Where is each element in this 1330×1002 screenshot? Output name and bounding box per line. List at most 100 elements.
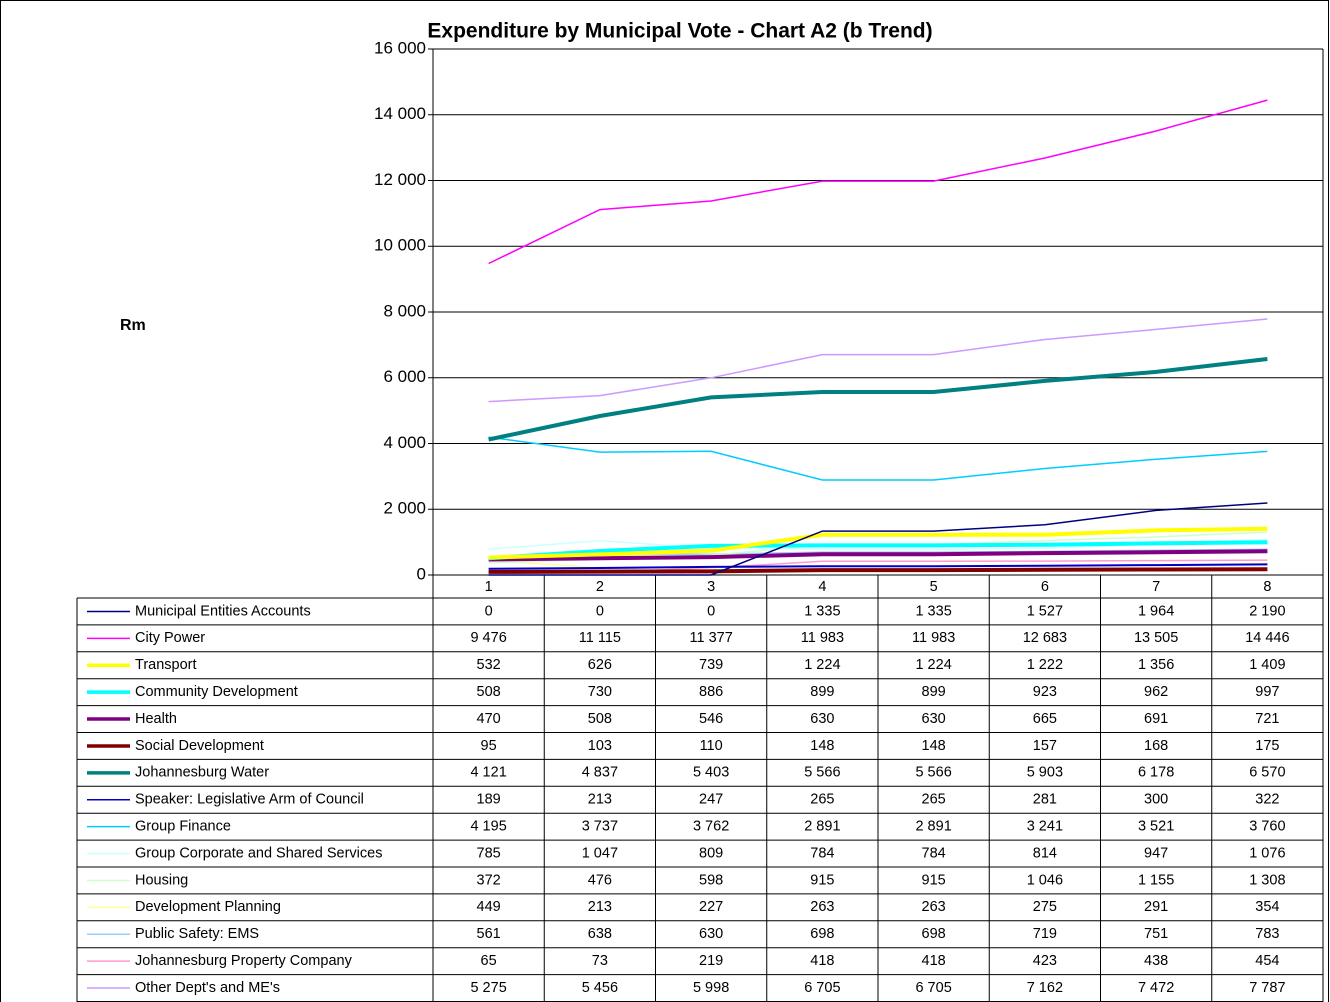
y-tick-label: 0 bbox=[417, 564, 426, 583]
table-value: 751 bbox=[1144, 926, 1168, 942]
table-value: 4 121 bbox=[470, 765, 506, 781]
legend-label: Group Corporate and Shared Services bbox=[135, 845, 382, 861]
table-value: 300 bbox=[1144, 792, 1168, 808]
table-value: 3 521 bbox=[1138, 818, 1174, 834]
table-value: 626 bbox=[588, 657, 612, 673]
table-value: 265 bbox=[922, 792, 946, 808]
table-value: 275 bbox=[1033, 899, 1057, 915]
table-value: 476 bbox=[588, 872, 612, 888]
table-value: 5 566 bbox=[915, 765, 951, 781]
table-value: 2 891 bbox=[915, 818, 951, 834]
table-value: 1 335 bbox=[804, 603, 840, 619]
table-value: 265 bbox=[810, 792, 834, 808]
y-tick-label: 6 000 bbox=[383, 367, 426, 386]
y-tick-label: 8 000 bbox=[383, 301, 426, 320]
table-value: 0 bbox=[485, 603, 493, 619]
table-value: 1 308 bbox=[1249, 872, 1285, 888]
table-value: 95 bbox=[481, 738, 497, 754]
table-value: 354 bbox=[1255, 899, 1279, 915]
table-value: 3 760 bbox=[1249, 818, 1285, 834]
table-value: 6 705 bbox=[915, 980, 951, 996]
series-line bbox=[488, 540, 1268, 561]
table-value: 12 683 bbox=[1023, 630, 1067, 646]
table-value: 698 bbox=[810, 926, 834, 942]
table-value: 219 bbox=[699, 953, 723, 969]
table-value: 0 bbox=[707, 603, 715, 619]
y-tick-label: 16 000 bbox=[374, 38, 426, 57]
table-value: 1 356 bbox=[1138, 657, 1174, 673]
table-value: 3 737 bbox=[582, 818, 618, 834]
series-line bbox=[488, 99, 1268, 265]
table-value: 1 224 bbox=[915, 657, 951, 673]
table-value: 281 bbox=[1033, 792, 1057, 808]
table-value: 73 bbox=[592, 953, 608, 969]
table-value: 630 bbox=[810, 711, 834, 727]
table-value: 508 bbox=[588, 711, 612, 727]
table-value: 719 bbox=[1033, 926, 1057, 942]
table-value: 11 377 bbox=[689, 630, 732, 646]
table-value: 899 bbox=[810, 684, 834, 700]
table-value: 665 bbox=[1033, 711, 1057, 727]
table-value: 13 505 bbox=[1134, 630, 1178, 646]
legend-label: Development Planning bbox=[135, 899, 281, 915]
x-tick-label: 6 bbox=[1041, 579, 1049, 595]
table-value: 0 bbox=[596, 603, 604, 619]
table-value: 691 bbox=[1144, 711, 1168, 727]
table-value: 899 bbox=[922, 684, 946, 700]
table-value: 915 bbox=[810, 872, 834, 888]
table-value: 11 983 bbox=[801, 630, 844, 646]
table-value: 698 bbox=[922, 926, 946, 942]
table-value: 14 446 bbox=[1245, 630, 1289, 646]
table-value: 1 155 bbox=[1138, 872, 1174, 888]
table-value: 730 bbox=[588, 684, 612, 700]
legend-label: Social Development bbox=[135, 738, 264, 754]
table-value: 1 527 bbox=[1027, 603, 1063, 619]
table-value: 1 335 bbox=[915, 603, 951, 619]
table-value: 213 bbox=[588, 792, 612, 808]
table-value: 213 bbox=[588, 899, 612, 915]
table-value: 189 bbox=[477, 792, 501, 808]
series-line bbox=[488, 318, 1268, 403]
table-value: 2 190 bbox=[1249, 603, 1285, 619]
table-value: 6 178 bbox=[1138, 765, 1174, 781]
table-value: 2 891 bbox=[804, 818, 840, 834]
y-tick-label: 10 000 bbox=[374, 236, 426, 255]
table-value: 247 bbox=[699, 792, 723, 808]
series-line bbox=[488, 357, 1268, 442]
legend-label: Speaker: Legislative Arm of Council bbox=[135, 792, 364, 808]
table-value: 784 bbox=[810, 845, 834, 861]
x-tick-label: 5 bbox=[930, 579, 938, 595]
table-value: 1 409 bbox=[1249, 657, 1285, 673]
table-value: 7 787 bbox=[1249, 980, 1285, 996]
legend-label: Health bbox=[135, 711, 177, 727]
table-value: 561 bbox=[477, 926, 501, 942]
table-value: 11 983 bbox=[912, 630, 955, 646]
table-value: 1 076 bbox=[1249, 845, 1285, 861]
y-tick-label: 14 000 bbox=[374, 104, 426, 123]
table-value: 947 bbox=[1144, 845, 1168, 861]
table-value: 110 bbox=[700, 738, 723, 754]
table-value: 1 224 bbox=[804, 657, 840, 673]
table-value: 168 bbox=[1144, 738, 1168, 754]
table-value: 915 bbox=[922, 872, 946, 888]
table-value: 291 bbox=[1144, 899, 1168, 915]
table-value: 438 bbox=[1144, 953, 1168, 969]
legend-label: City Power bbox=[135, 630, 205, 646]
table-value: 739 bbox=[699, 657, 723, 673]
table-value: 532 bbox=[477, 657, 501, 673]
table-value: 11 115 bbox=[579, 630, 621, 646]
table-value: 997 bbox=[1255, 684, 1279, 700]
x-tick-label: 4 bbox=[818, 579, 826, 595]
table-value: 7 162 bbox=[1027, 980, 1063, 996]
legend-label: Other Dept's and ME's bbox=[135, 980, 280, 996]
table-value: 784 bbox=[922, 845, 946, 861]
table-value: 227 bbox=[699, 899, 723, 915]
table-value: 449 bbox=[477, 899, 501, 915]
y-tick-label: 12 000 bbox=[374, 170, 426, 189]
table-value: 148 bbox=[922, 738, 946, 754]
series-line bbox=[488, 502, 1268, 576]
y-tick-label: 4 000 bbox=[383, 433, 426, 452]
table-value: 4 195 bbox=[470, 818, 506, 834]
table-value: 630 bbox=[699, 926, 723, 942]
